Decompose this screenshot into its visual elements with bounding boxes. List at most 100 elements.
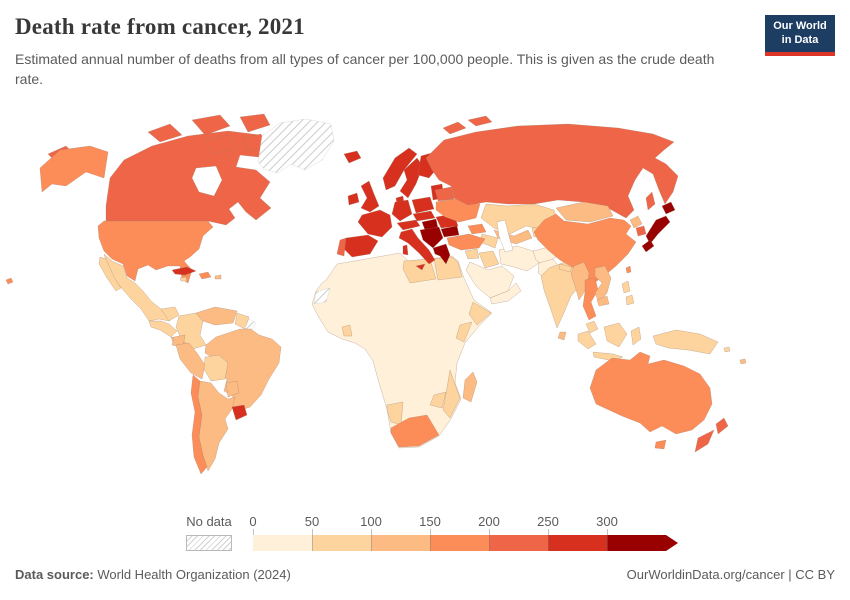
country-germany[interactable] <box>391 199 413 222</box>
country-peru[interactable] <box>175 342 206 380</box>
country-egypt[interactable] <box>433 256 463 281</box>
country-russia-svalbard[interactable] <box>467 115 493 127</box>
country-kenya[interactable] <box>455 321 473 343</box>
country-canada-island[interactable] <box>204 134 237 155</box>
country-china[interactable] <box>533 213 637 284</box>
legend-band-50-100[interactable] <box>312 535 371 551</box>
world-map <box>0 108 850 508</box>
country-czechia-slovakia[interactable] <box>412 210 436 222</box>
country-greenland[interactable] <box>257 118 335 174</box>
country-indonesia-sulawesi[interactable] <box>630 326 642 346</box>
country-mexico-baja[interactable] <box>98 256 122 292</box>
country-nepal[interactable] <box>558 263 573 273</box>
country-iceland[interactable] <box>343 150 362 164</box>
country-cuba[interactable] <box>171 266 197 276</box>
country-yemen-oman[interactable] <box>489 282 522 305</box>
country-greece[interactable] <box>432 243 451 265</box>
country-canada[interactable] <box>105 130 273 226</box>
country-south-africa[interactable] <box>390 414 440 448</box>
country-australia[interactable] <box>589 351 713 435</box>
country-north-korea[interactable] <box>629 215 643 229</box>
country-ghana[interactable] <box>341 324 353 337</box>
country-japan-hokkaido[interactable] <box>661 201 676 215</box>
country-sweden[interactable] <box>399 157 424 199</box>
country-cambodia[interactable] <box>596 295 610 307</box>
country-taiwan[interactable] <box>625 265 632 274</box>
license-note[interactable]: OurWorldinData.org/cancer | CC BY <box>626 567 835 582</box>
country-italy-sardinia[interactable] <box>402 244 409 256</box>
country-namibia[interactable] <box>386 401 404 426</box>
country-indonesia-borneo[interactable] <box>603 322 628 348</box>
country-mexico-yucatan[interactable] <box>160 306 180 322</box>
country-central-america[interactable] <box>148 320 178 338</box>
country-italy[interactable] <box>398 228 436 265</box>
country-philippines[interactable] <box>625 294 635 306</box>
country-canada-island[interactable] <box>239 113 271 133</box>
country-russia-novaya-zemlya[interactable] <box>442 121 467 135</box>
country-iran[interactable] <box>498 245 540 272</box>
legend-band-250-300[interactable] <box>548 535 607 551</box>
country-france[interactable] <box>357 209 393 238</box>
country-philippines[interactable] <box>621 280 631 294</box>
country-mongolia[interactable] <box>555 201 614 223</box>
country-myanmar[interactable] <box>570 261 590 301</box>
country-usa-alaska[interactable] <box>39 145 109 193</box>
country-spain[interactable] <box>342 234 379 258</box>
country-fiji[interactable] <box>739 358 747 365</box>
country-austria-switzerland[interactable] <box>396 219 421 231</box>
country-sri-lanka[interactable] <box>557 331 567 341</box>
country-south-korea[interactable] <box>635 225 647 237</box>
country-solomon-islands[interactable] <box>723 346 731 353</box>
country-argentina[interactable] <box>197 380 236 472</box>
owid-logo[interactable]: Our World in Data <box>765 15 835 56</box>
legend-band-300+[interactable] <box>607 535 678 551</box>
country-madagascar[interactable] <box>462 371 478 403</box>
country-bulgaria[interactable] <box>440 225 460 238</box>
country-canada-island[interactable] <box>147 123 183 143</box>
country-caucasus[interactable] <box>467 223 487 235</box>
country-new-zealand-north[interactable] <box>715 417 729 435</box>
country-syria[interactable] <box>464 248 480 260</box>
country-russia-sakhalin[interactable] <box>645 191 656 211</box>
country-new-zealand-south[interactable] <box>694 429 715 453</box>
country-mozambique[interactable] <box>442 369 461 419</box>
country-ireland[interactable] <box>347 192 360 206</box>
country-russia[interactable] <box>425 123 679 219</box>
country-australia-tasmania[interactable] <box>654 439 667 450</box>
country-puerto-rico[interactable] <box>214 274 222 280</box>
country-portugal[interactable] <box>336 237 347 257</box>
data-source: Data source: World Health Organization (… <box>15 567 291 582</box>
country-poland[interactable] <box>411 196 435 214</box>
country-usa-hawaii[interactable] <box>5 277 14 285</box>
country-thailand[interactable] <box>582 277 599 321</box>
country-japan-kyushu[interactable] <box>641 239 655 253</box>
country-balkans[interactable] <box>419 226 444 249</box>
legend-band-150-200[interactable] <box>430 535 489 551</box>
country-western-sahara[interactable] <box>313 287 331 305</box>
country-indonesia-sumatra[interactable] <box>577 330 597 350</box>
country-norway[interactable] <box>382 147 418 191</box>
legend-tick-mark <box>607 529 608 535</box>
country-new-guinea[interactable] <box>652 329 719 355</box>
legend-band-200-250[interactable] <box>489 535 548 551</box>
country-somalia[interactable] <box>468 301 492 326</box>
country-turkey[interactable] <box>446 233 486 251</box>
country-japan-honshu[interactable] <box>645 215 671 245</box>
country-canada-island[interactable] <box>191 114 231 136</box>
country-hispaniola[interactable] <box>198 271 212 280</box>
country-jamaica[interactable] <box>179 276 188 282</box>
country-bolivia[interactable] <box>203 354 229 382</box>
country-zimbabwe[interactable] <box>429 391 447 409</box>
country-united-kingdom[interactable] <box>360 180 380 213</box>
country-italy-sicily[interactable] <box>415 263 426 271</box>
country-iraq[interactable] <box>478 250 500 269</box>
legend-band-100-150[interactable] <box>371 535 430 551</box>
no-data-swatch[interactable] <box>186 535 232 551</box>
country-uruguay[interactable] <box>231 404 248 421</box>
country-paraguay[interactable] <box>225 380 240 398</box>
subtitle: Estimated annual number of deaths from a… <box>15 51 715 87</box>
country-africa-other[interactable] <box>311 252 493 449</box>
country-venezuela[interactable] <box>195 306 238 326</box>
legend-band-0-50[interactable] <box>253 535 312 551</box>
country-malaysia[interactable] <box>585 320 599 334</box>
